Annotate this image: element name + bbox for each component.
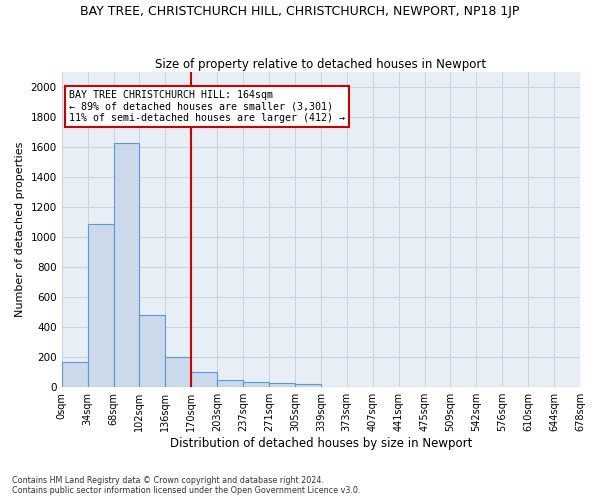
- Y-axis label: Number of detached properties: Number of detached properties: [15, 142, 25, 318]
- Bar: [217, 380, 243, 387]
- Bar: [113, 142, 139, 387]
- Bar: [191, 372, 217, 387]
- Text: BAY TREE, CHRISTCHURCH HILL, CHRISTCHURCH, NEWPORT, NP18 1JP: BAY TREE, CHRISTCHURCH HILL, CHRISTCHURC…: [80, 5, 520, 18]
- Bar: [166, 357, 191, 387]
- Bar: [62, 362, 88, 387]
- Text: Contains HM Land Registry data © Crown copyright and database right 2024.
Contai: Contains HM Land Registry data © Crown c…: [12, 476, 361, 495]
- Text: BAY TREE CHRISTCHURCH HILL: 164sqm
← 89% of detached houses are smaller (3,301)
: BAY TREE CHRISTCHURCH HILL: 164sqm ← 89%…: [70, 90, 346, 124]
- Bar: [139, 315, 166, 387]
- Title: Size of property relative to detached houses in Newport: Size of property relative to detached ho…: [155, 58, 487, 71]
- Bar: [243, 382, 269, 387]
- Bar: [269, 384, 295, 387]
- Bar: [295, 384, 321, 387]
- Bar: [88, 224, 113, 387]
- X-axis label: Distribution of detached houses by size in Newport: Distribution of detached houses by size …: [170, 437, 472, 450]
